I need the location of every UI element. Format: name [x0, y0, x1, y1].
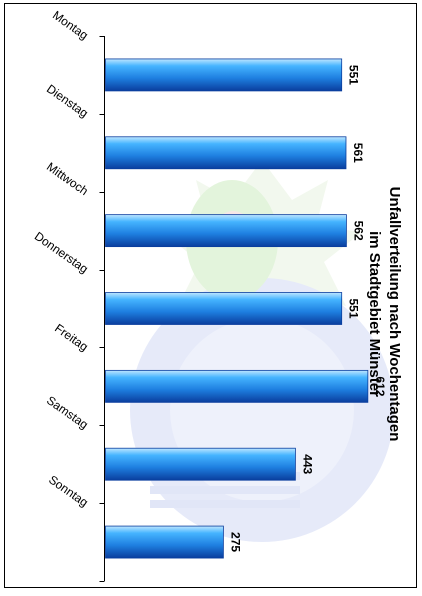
category-label-sonntag: Sonntag	[46, 472, 91, 509]
category-labels: Montag Dienstag Mittwoch Donnerstag Freitag S…	[32, 8, 91, 510]
data-label-freitag: 612	[373, 376, 387, 396]
category-label-dienstag: Dienstag	[44, 82, 91, 121]
bar-montag	[105, 58, 343, 92]
bar-donnerstag	[105, 292, 343, 325]
bars-group	[105, 58, 369, 559]
bar-mittwoch	[105, 214, 347, 248]
chart-title: Unfallverteilung nach Wochentagen	[386, 187, 403, 442]
data-label-montag: 551	[347, 65, 361, 85]
data-label-mittwoch: 562	[351, 221, 365, 241]
bar-sonntag	[105, 525, 224, 559]
bar-freitag	[105, 369, 369, 403]
category-label-montag: Montag	[50, 8, 91, 42]
bar-dienstag	[105, 136, 347, 170]
data-labels: 551 561 562 551 612 443 275	[228, 65, 386, 552]
data-label-donnerstag: 551	[347, 298, 361, 318]
watermark-stripe-3	[150, 500, 300, 508]
category-label-samstag: Samstag	[44, 393, 91, 432]
category-label-donnerstag: Donnerstag	[32, 229, 91, 276]
category-label-freitag: Freitag	[52, 321, 91, 354]
category-axis-ticks	[99, 36, 105, 582]
plot-frame	[4, 3, 417, 588]
data-label-dienstag: 561	[351, 143, 365, 163]
data-label-sonntag: 275	[228, 532, 242, 552]
category-label-mittwoch: Mittwoch	[44, 160, 91, 199]
chart-subtitle: im Stadtgebiet Münster	[366, 231, 383, 397]
watermark-stripe-2	[150, 486, 300, 494]
data-label-samstag: 443	[300, 454, 314, 474]
bar-samstag	[105, 447, 296, 481]
